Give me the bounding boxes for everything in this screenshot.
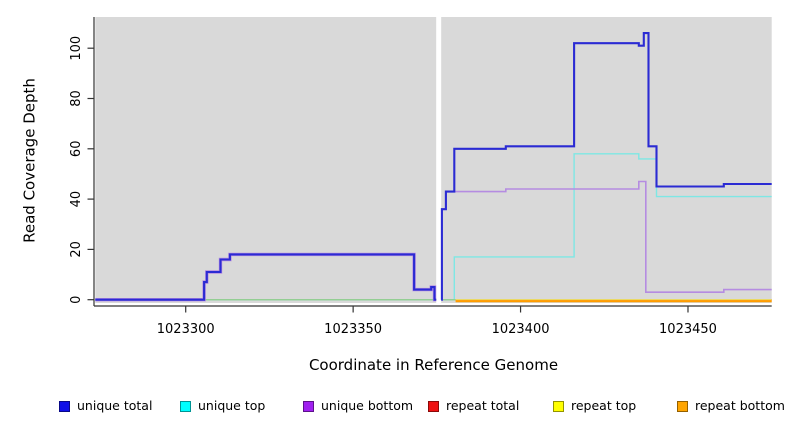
no-data-gap: [436, 17, 442, 303]
legend-item-repeat-bottom: repeat bottom: [677, 398, 785, 413]
y-tick-label: 0: [69, 296, 84, 304]
x-axis-title: Coordinate in Reference Genome: [308, 356, 559, 374]
legend-item-repeat-top: repeat top: [553, 398, 637, 413]
legend-swatch-unique-top: [180, 400, 191, 412]
x-tick-label: 1023400: [492, 322, 550, 337]
series-line-unique-total: [440, 32, 772, 301]
legend-item-unique-bottom: unique bottom: [303, 398, 414, 413]
series-line-unique-total: [95, 253, 437, 301]
legend-label-repeat-top: repeat top: [571, 398, 637, 413]
legend-swatch-unique-total: [59, 400, 70, 412]
y-tick-label: 40: [69, 191, 84, 208]
legend-label-repeat-bottom: repeat bottom: [695, 398, 785, 413]
legend-swatch-unique-bottom: [303, 400, 314, 412]
legend-item-unique-total: unique total: [59, 398, 153, 413]
y-tick-label: 60: [69, 141, 84, 158]
x-tick-label: 1023350: [324, 322, 382, 337]
legend-swatch-repeat-top: [553, 400, 564, 412]
x-tick-label: 1023300: [157, 322, 215, 337]
legend-label-unique-bottom: unique bottom: [321, 398, 414, 413]
legend-swatch-repeat-total: [428, 400, 439, 412]
legend-label-repeat-total: repeat total: [446, 398, 520, 413]
legend-item-unique-top: unique top: [180, 398, 266, 413]
x-tick-label: 1023450: [659, 322, 717, 337]
y-axis-title: Read Coverage Depth: [20, 78, 39, 243]
legend-label-unique-top: unique top: [198, 398, 266, 413]
plot-background: [95, 17, 772, 303]
legend-swatch-repeat-bottom: [677, 400, 688, 412]
y-tick-label: 20: [69, 241, 84, 258]
legend-item-repeat-total: repeat total: [428, 398, 520, 413]
y-tick-label: 100: [69, 36, 84, 61]
legend-label-unique-total: unique total: [77, 398, 153, 413]
plot-area: 1023300 1023350 1023400 1023450 0 20 40 60 80 100: [69, 17, 772, 337]
y-tick-label: 80: [69, 90, 84, 107]
